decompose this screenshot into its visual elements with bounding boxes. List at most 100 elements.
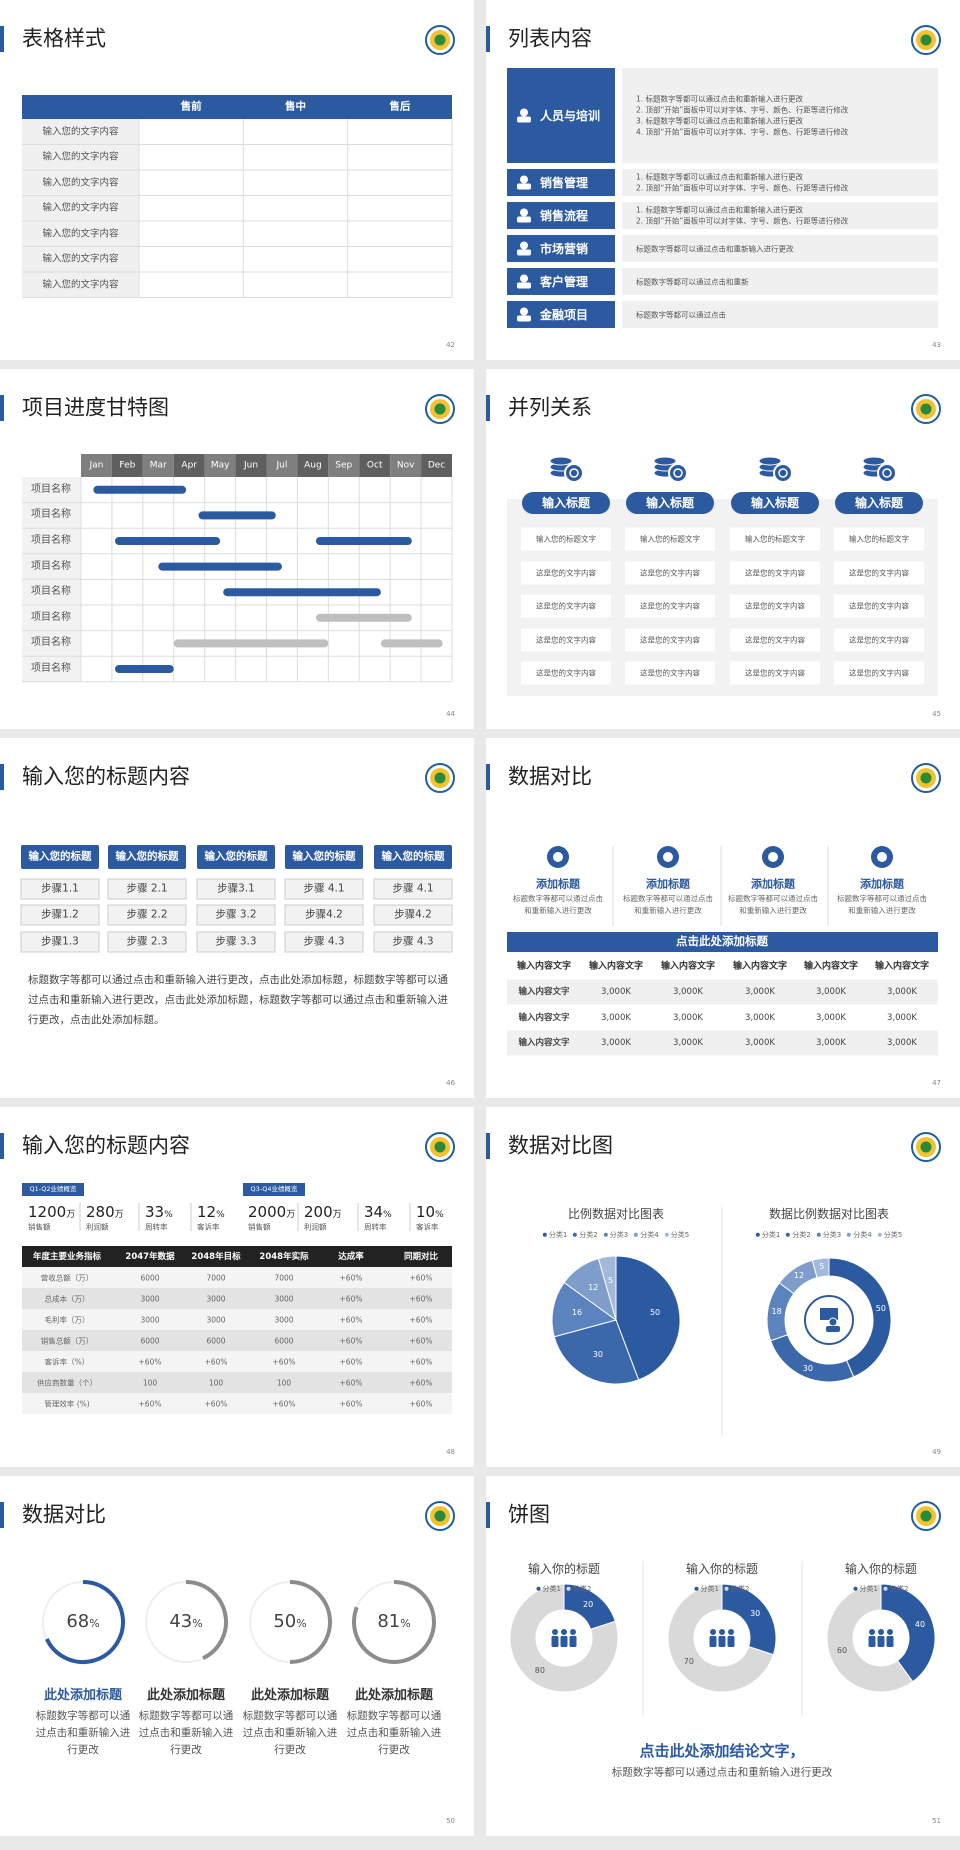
month-header [297, 454, 329, 477]
pie-slice [667, 1583, 774, 1693]
icon [778, 468, 788, 478]
slice-label: 12 [793, 1271, 805, 1281]
stat-value: 12 [197, 1203, 217, 1221]
table-cell: 6000 [274, 1336, 294, 1345]
slide-title: 输入您的标题内容 [22, 1133, 190, 1158]
step-box [373, 878, 453, 900]
title-bar [0, 1502, 4, 1528]
card-heading: 添加标题 [646, 877, 690, 891]
table-cell: +60% [339, 1357, 363, 1366]
month-header [266, 454, 298, 477]
stat-value: 10 [416, 1203, 436, 1221]
page-number: 45 [932, 709, 941, 718]
group-label: Q3-Q4业绩概览 [250, 1184, 298, 1193]
legend-item: 分类1 [542, 1231, 567, 1239]
table-cell: +60% [409, 1336, 433, 1345]
stat-value: 1200 [28, 1203, 67, 1221]
icon [709, 1636, 717, 1647]
table-cell: +60% [272, 1399, 296, 1408]
table-cell: +60% [339, 1273, 363, 1282]
icon [569, 468, 579, 478]
month-label: Apr [181, 460, 197, 471]
step-box [373, 904, 453, 926]
row-bg [22, 1372, 452, 1393]
slice-label: 20 [583, 1600, 594, 1610]
month-header [173, 454, 205, 477]
table-cell: 3,000K [816, 1037, 846, 1048]
stat: 200万 [304, 1203, 342, 1221]
stat: 2000万 [248, 1203, 295, 1221]
icon [710, 1629, 716, 1635]
table-cell: 3000 [206, 1315, 226, 1324]
task-name: 项目名称 [31, 663, 71, 674]
ring-unit: % [296, 1617, 307, 1631]
item-line: 标题数字等都可以通过点击 [636, 310, 726, 319]
title-bar [0, 26, 4, 52]
table-header: 输入内容文字 [516, 961, 572, 972]
ring-label: 43% [169, 1611, 202, 1633]
row-label: 输入您的文字内容 [42, 253, 119, 265]
gantt-bar [115, 537, 221, 545]
row-bg [22, 1288, 452, 1309]
legend-item: 分类4 [847, 1231, 872, 1239]
ring-label: 68% [66, 1611, 99, 1633]
row-bg [507, 979, 938, 1005]
table-cell: 输入内容文字 [518, 1037, 570, 1048]
slide: 并列关系 45 输入标题 输入您的标题文字 这是您的文字内容 这是您的文字内容 这是您的文字… [486, 369, 960, 729]
cell [625, 661, 715, 685]
slide-title: 输入您的标题内容 [22, 764, 190, 789]
paragraph: 标题数字等都可以通过点击和重新输入进行更改，点击此处添加标题，标题数字等都可以通… [28, 974, 448, 1026]
icon [877, 852, 887, 862]
ring-text: 标题数字等都可以通过点击和重新输入进行更改 [242, 1710, 338, 1756]
logo [434, 403, 446, 415]
title-bar [486, 1502, 490, 1528]
legend-item: 分类5 [877, 1231, 902, 1239]
slide-graphics [486, 25, 941, 328]
ring-heading: 此处添加标题 [354, 1688, 434, 1704]
legend-label: 分类1 [542, 1584, 561, 1593]
step-text: 步骤 4.3 [392, 935, 434, 948]
legend-item: 分类2 [884, 1585, 908, 1593]
heading-pill [626, 492, 714, 514]
table-cell: 输入内容文字 [518, 986, 570, 997]
ring-value: 50 [273, 1611, 297, 1633]
pie-slice [826, 1583, 914, 1693]
legend: 分类1 分类2 [853, 1585, 908, 1593]
icon [718, 1636, 726, 1647]
heading-box [21, 845, 99, 869]
stat-unit: % [435, 1210, 444, 1220]
slice-label: 18 [771, 1307, 782, 1317]
step-text: 步骤 2.2 [126, 908, 168, 921]
slide: 输入您的标题内容 48 Q1-Q2业绩概览 1200万 销售额 280万 利润额 33% 周转率… [0, 1107, 474, 1467]
gantt-bar [315, 537, 412, 545]
month-label: Jul [276, 460, 288, 471]
table-cell: 供应商数量（个） [37, 1378, 97, 1387]
slice-label: 70 [683, 1657, 694, 1667]
table-cell: +60% [272, 1357, 296, 1366]
legend-label: 分类2 [890, 1584, 909, 1593]
task-name: 项目名称 [31, 560, 71, 572]
legend-item: 分类1 [755, 1231, 780, 1239]
item-text-box [622, 268, 938, 295]
stat-label: 客诉率 [197, 1222, 220, 1232]
cell [834, 594, 924, 618]
cell [521, 628, 611, 652]
slide-title: 饼图 [508, 1502, 550, 1527]
ring-arc [44, 1580, 125, 1664]
cell [521, 527, 611, 551]
stat-label: 销售额 [248, 1222, 271, 1232]
table-title: 点击此处添加标题 [676, 934, 768, 949]
icon [520, 307, 528, 316]
slide-graphics [486, 1132, 941, 1437]
logo [434, 1141, 446, 1153]
ring-heading: 此处添加标题 [250, 1688, 330, 1704]
ring-heading: 此处添加标题 [43, 1688, 123, 1704]
gantt-bar [115, 665, 174, 673]
legend-item: 分类2 [725, 1585, 749, 1593]
row-label: 输入您的文字内容 [42, 279, 119, 291]
legend-item: 分类2 [786, 1231, 811, 1239]
table-cell: +60% [409, 1315, 433, 1324]
cell-text: 这是您的文字内容 [640, 635, 700, 645]
gantt-bar [380, 639, 443, 648]
legend-item: 分类3 [603, 1231, 628, 1239]
